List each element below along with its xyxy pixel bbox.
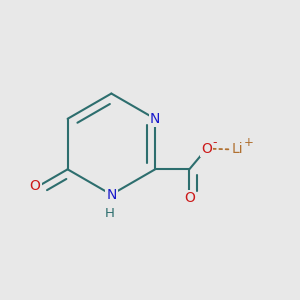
Text: N: N <box>106 188 116 202</box>
Text: O: O <box>201 142 212 156</box>
Text: +: + <box>244 136 254 149</box>
Text: -: - <box>213 136 217 149</box>
Text: N: N <box>150 112 160 126</box>
Text: O: O <box>184 191 195 206</box>
Text: O: O <box>30 179 40 194</box>
Text: Li: Li <box>232 142 244 156</box>
Text: H: H <box>105 207 115 220</box>
